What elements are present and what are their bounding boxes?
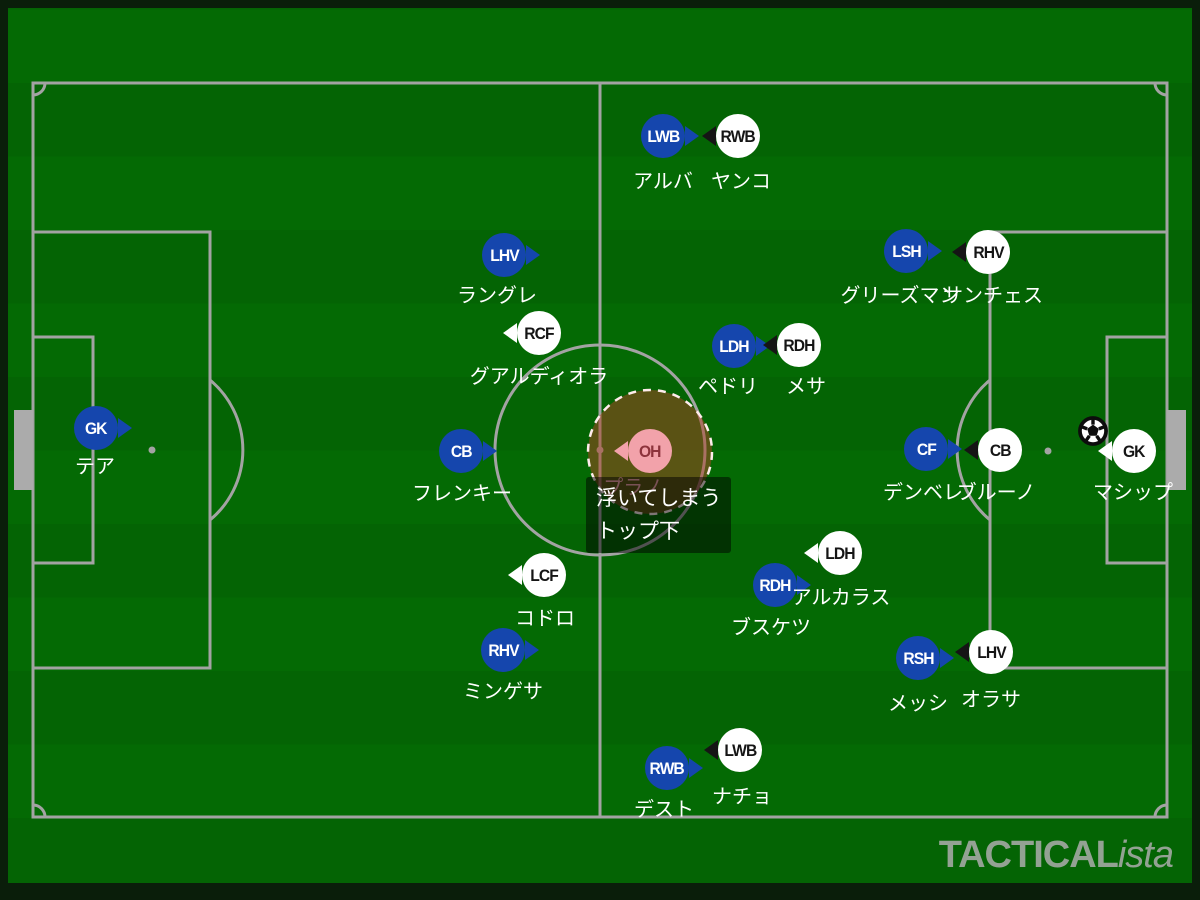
player-name: コドロ bbox=[515, 608, 575, 630]
watermark-italic: ista bbox=[1117, 834, 1174, 876]
player-name: ナチョ bbox=[712, 786, 772, 808]
player-name: フレンキー bbox=[412, 483, 512, 505]
player-name: ペドリ bbox=[698, 376, 758, 398]
player-name: マシップ bbox=[1093, 482, 1173, 504]
tacticalista-watermark: TACTICALista bbox=[938, 834, 1174, 877]
player-name: ブスケツ bbox=[731, 617, 811, 639]
player-name: メサ bbox=[786, 376, 826, 398]
player-name: ミンゲサ bbox=[463, 681, 543, 703]
player-name: デスト bbox=[634, 799, 694, 821]
watermark-bold: TACTICAL bbox=[938, 834, 1119, 876]
player-name: サンチェス bbox=[943, 285, 1043, 307]
player-name: メッシ bbox=[888, 693, 948, 715]
player-name: ブルーノ bbox=[956, 482, 1036, 504]
player-name: テア bbox=[75, 456, 115, 478]
player-name: グリーズマン bbox=[840, 285, 960, 307]
player-name: アルカラス bbox=[791, 587, 891, 609]
player-name: デンベレ bbox=[883, 482, 963, 504]
player-name: ヤンコ bbox=[711, 171, 771, 193]
soccer-ball-icon[interactable] bbox=[1077, 415, 1109, 447]
player-name: オラサ bbox=[961, 689, 1021, 711]
player-name: アルバ bbox=[633, 171, 693, 193]
note-line: トップ下 bbox=[596, 520, 680, 543]
note-tooltip: 浮いてしまう トップ下 bbox=[586, 477, 732, 553]
player-name: グアルディオラ bbox=[469, 366, 609, 388]
note-line: 浮いてしまう bbox=[596, 487, 722, 510]
player-name: ラングレ bbox=[457, 285, 537, 307]
